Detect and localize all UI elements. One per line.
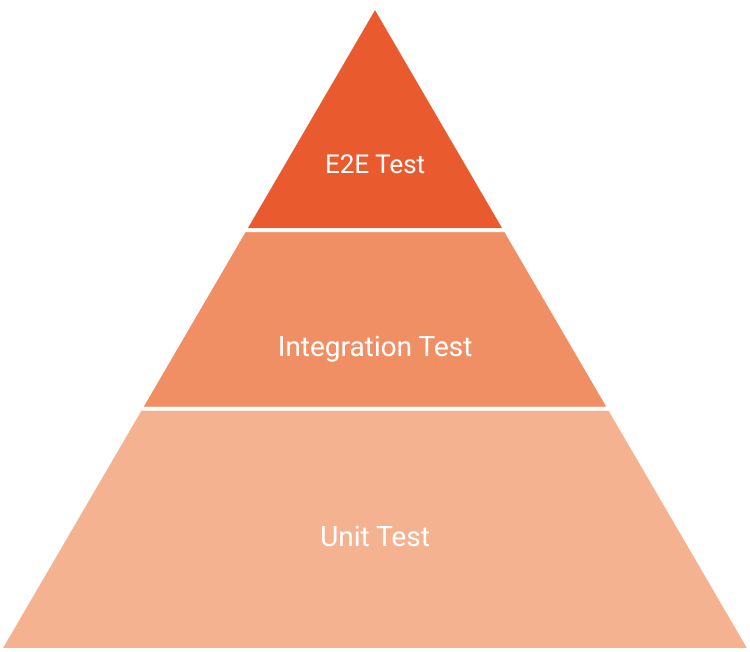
pyramid-layer-integration bbox=[144, 232, 607, 407]
pyramid-label-unit: Unit Test bbox=[320, 520, 430, 553]
testing-pyramid-diagram: E2E Test Integration Test Unit Test bbox=[0, 0, 750, 648]
pyramid-layer-e2e bbox=[248, 10, 502, 228]
pyramid-label-e2e: E2E Test bbox=[325, 150, 425, 180]
pyramid-label-integration: Integration Test bbox=[278, 330, 473, 363]
